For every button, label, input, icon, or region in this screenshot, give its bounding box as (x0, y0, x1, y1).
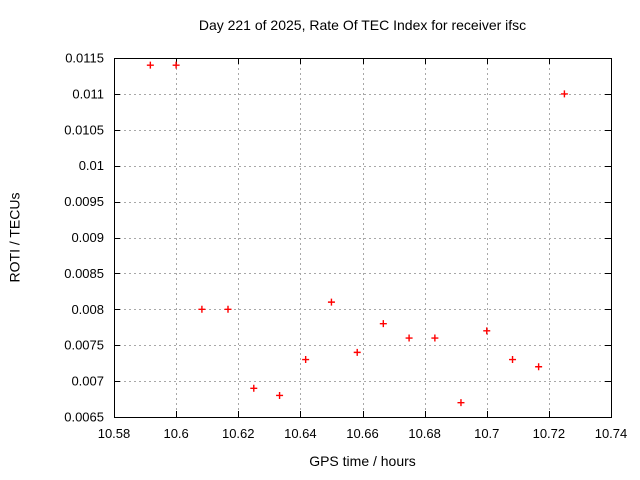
y-tick-label: 0.008 (71, 302, 104, 317)
data-point-marker (405, 334, 413, 342)
data-point-marker (146, 61, 154, 69)
data-point-marker (483, 327, 491, 335)
x-tick-label: 10.68 (408, 426, 441, 441)
x-tick-label: 10.72 (533, 426, 566, 441)
x-axis-label: GPS time / hours (309, 453, 416, 469)
data-point-marker (302, 356, 310, 364)
x-tick-label: 10.58 (98, 426, 131, 441)
x-tick-label: 10.62 (222, 426, 255, 441)
y-tick-label: 0.0105 (64, 122, 104, 137)
data-point-marker (353, 348, 361, 356)
y-tick-label: 0.0065 (64, 410, 104, 425)
y-tick-label: 0.011 (72, 86, 104, 101)
data-point-marker (224, 305, 232, 313)
chart-title: Day 221 of 2025, Rate Of TEC Index for r… (198, 17, 527, 33)
data-point-marker (457, 399, 465, 407)
data-point-marker (172, 61, 180, 69)
x-tick-label: 10.6 (163, 426, 188, 441)
data-point-marker (250, 384, 258, 392)
data-point-marker (509, 356, 517, 364)
x-tick-label: 10.66 (346, 426, 379, 441)
y-tick-label: 0.007 (71, 374, 104, 389)
y-tick-label: 0.0115 (65, 51, 104, 66)
x-tick-label: 10.7 (474, 426, 499, 441)
y-tick-label: 0.0085 (64, 266, 104, 281)
data-point-marker (327, 298, 335, 306)
data-point-marker (198, 305, 206, 313)
x-tick-label: 10.74 (595, 426, 628, 441)
y-tick-label: 0.009 (71, 230, 104, 245)
y-tick-label: 0.01 (79, 158, 104, 173)
data-point-marker (276, 391, 284, 399)
data-point-marker (431, 334, 439, 342)
y-tick-label: 0.0075 (64, 338, 104, 353)
x-tick-label: 10.64 (284, 426, 317, 441)
y-tick-label: 0.0095 (64, 194, 104, 209)
data-point-marker (535, 363, 543, 371)
data-point-marker (560, 90, 568, 98)
data-point-marker (379, 320, 387, 328)
